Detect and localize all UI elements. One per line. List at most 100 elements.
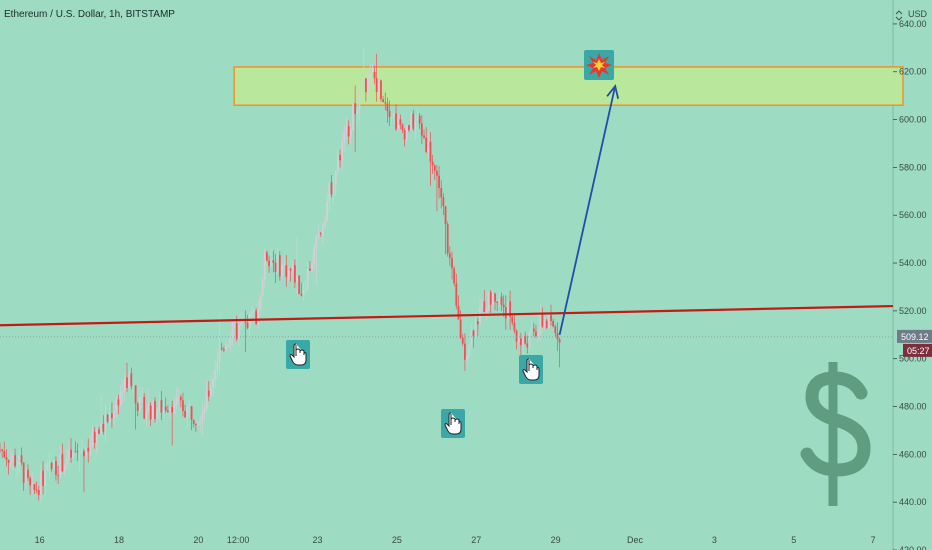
candle-body — [44, 470, 47, 487]
candle-body — [384, 102, 387, 104]
candle-body — [177, 396, 180, 399]
candle-body — [274, 262, 277, 272]
candle-body — [139, 396, 141, 411]
candle-body — [309, 268, 311, 271]
candle-body — [319, 233, 322, 235]
candle-body — [214, 369, 217, 379]
explosion-icon[interactable] — [584, 50, 614, 80]
candle-body — [321, 225, 324, 235]
candle-body — [160, 400, 163, 413]
candle-body — [509, 301, 512, 317]
candle-body — [102, 423, 105, 432]
candle-body — [5, 457, 8, 460]
candle-body — [550, 315, 552, 321]
pointing-hand-icon[interactable] — [441, 409, 465, 438]
candle-body — [173, 405, 176, 413]
candle-body — [145, 411, 148, 419]
candle-body — [164, 406, 167, 411]
candle-body — [352, 103, 354, 131]
candle-body — [229, 338, 232, 346]
candle-body — [59, 454, 62, 476]
candle-body — [330, 182, 333, 195]
candle-body — [242, 322, 245, 323]
candle-body — [371, 72, 374, 73]
candle-body — [513, 322, 516, 331]
price-axis[interactable]: 420.00 440.00 460.00 480.00 500.00 520.00 540.… — [893, 19, 927, 550]
candle-body — [375, 78, 378, 92]
pointing-hand-icon[interactable] — [519, 355, 543, 384]
candle-body — [414, 119, 417, 129]
candle-body — [537, 333, 539, 337]
candle-body — [328, 182, 331, 202]
candle-body — [302, 290, 305, 296]
candle-body — [416, 115, 419, 120]
candle-body — [136, 403, 139, 411]
candle-body — [216, 361, 219, 370]
candle-body — [132, 385, 135, 387]
resistance-zone[interactable] — [233, 66, 904, 106]
candle-body — [108, 413, 111, 422]
time-tick-label: 27 — [471, 535, 481, 545]
candle-body — [169, 406, 171, 412]
candle-body — [522, 335, 524, 346]
candle-body — [205, 390, 208, 409]
pointing-hand-icon[interactable] — [286, 340, 310, 369]
price-tick-label: 420.00 — [899, 545, 927, 550]
projection-arrow[interactable] — [558, 84, 620, 335]
candle-body — [345, 125, 348, 133]
resistance-zone-box[interactable] — [233, 66, 904, 106]
candle-body — [304, 288, 307, 291]
candle-body — [222, 349, 225, 351]
support-line[interactable] — [0, 304, 894, 327]
candle-body — [65, 458, 68, 466]
candle-body — [85, 447, 87, 457]
candle-body — [46, 464, 49, 471]
candle-body — [547, 315, 550, 328]
candle-body — [438, 175, 440, 188]
candle-body — [349, 130, 352, 137]
candle-body — [524, 335, 527, 344]
time-tick-label: 25 — [392, 535, 402, 545]
candle-body — [22, 462, 25, 483]
candle-body — [89, 445, 92, 452]
candle-body — [545, 320, 548, 328]
candle-body — [192, 419, 195, 424]
candle-body — [257, 310, 260, 324]
candle-body — [483, 301, 486, 313]
candle-body — [218, 347, 221, 362]
candle-body — [244, 322, 247, 323]
candle-body — [117, 399, 120, 406]
candle-body — [16, 465, 19, 467]
candle-body — [472, 330, 475, 337]
candle-body — [405, 125, 408, 140]
candle-body — [14, 455, 16, 467]
current-price-tag: 509.12 — [897, 329, 932, 343]
candle-body — [248, 314, 251, 329]
candle-body — [365, 78, 367, 93]
candle-body — [67, 449, 70, 459]
candle-body — [479, 307, 481, 325]
candle-body — [190, 405, 193, 420]
candle-body — [33, 484, 36, 490]
candle-body — [496, 301, 499, 303]
candle-body — [558, 339, 561, 343]
candle-body — [339, 154, 341, 161]
candle-body — [268, 260, 270, 266]
candle-body — [446, 224, 449, 254]
candle-body — [3, 450, 6, 458]
candle-body — [408, 125, 410, 131]
candle-body — [436, 170, 438, 176]
projection-arrow-line[interactable] — [558, 85, 617, 335]
candle-body — [410, 113, 413, 131]
candle-body — [287, 268, 290, 278]
candle-body — [358, 88, 361, 110]
candle-body — [440, 187, 443, 198]
candle-body — [360, 86, 363, 89]
candle-body — [311, 263, 313, 271]
time-axis[interactable]: 16 18 20 12:00 23 25 27 29 Dec 3 5 7 — [35, 535, 876, 545]
candle-body — [182, 400, 184, 411]
currency-menu-icon[interactable] — [895, 10, 903, 21]
candle-body — [231, 323, 234, 339]
candle-body — [300, 293, 303, 296]
